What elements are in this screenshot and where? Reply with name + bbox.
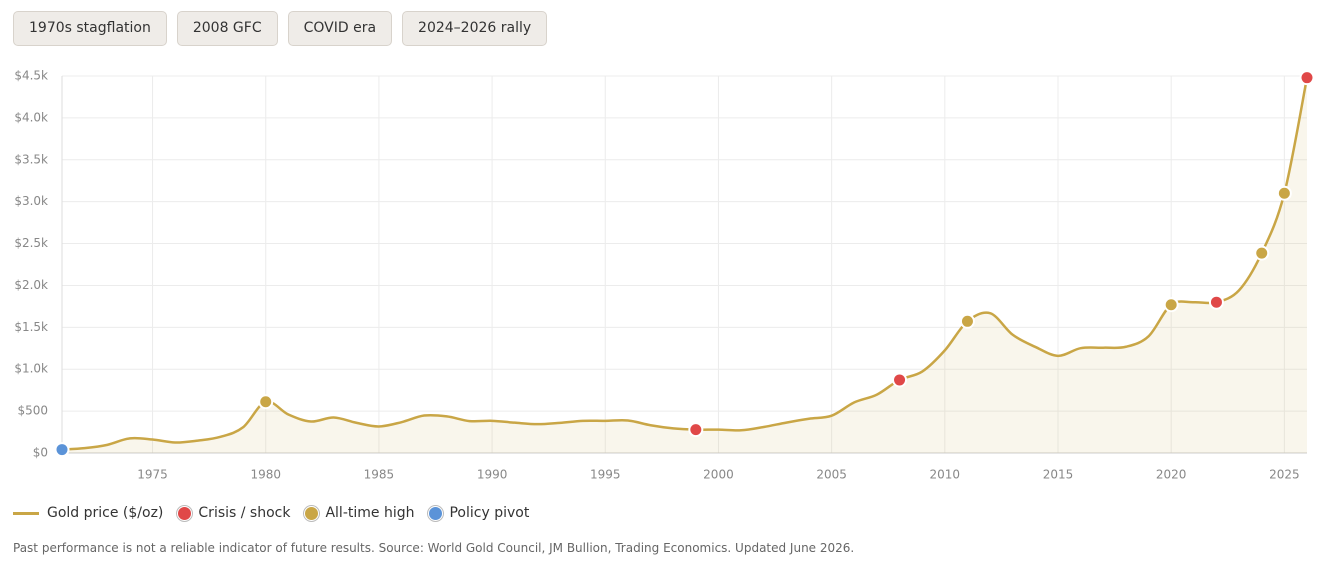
x-tick-label: 2010: [930, 468, 961, 482]
filter-chip[interactable]: COVID era: [287, 11, 393, 46]
y-tick-label: $3.5k: [14, 152, 48, 166]
area: [62, 77, 1307, 454]
legend-label: Crisis / shock: [198, 505, 291, 521]
x-tick-label: 1995: [590, 468, 621, 482]
event-marker: [54, 442, 70, 458]
event-marker: [1163, 297, 1179, 313]
legend-swatch: [13, 511, 39, 515]
y-tick-label: $2.0k: [14, 278, 48, 292]
x-tick-label: 1980: [250, 468, 281, 482]
x-tick-label: 1975: [137, 468, 168, 482]
legend-swatch: [428, 505, 444, 521]
x-tick-label: 1985: [364, 468, 395, 482]
y-tick-label: $3.0k: [14, 194, 48, 208]
y-tick-label: $1.0k: [14, 362, 48, 376]
x-tick-label: 2020: [1156, 468, 1187, 482]
event-marker: [1254, 245, 1270, 261]
y-tick-label: $1.5k: [14, 320, 48, 334]
event-marker: [258, 394, 274, 410]
event-marker: [959, 313, 975, 329]
event-marker: [1208, 294, 1224, 310]
x-tick-label: 1990: [477, 468, 508, 482]
y-tick-label: $4.5k: [14, 69, 48, 83]
legend: Gold price ($/oz) Crisis / shock All-time …: [13, 505, 543, 521]
y-tick-label: $2.5k: [14, 236, 48, 250]
event-marker: [688, 422, 704, 438]
x-tick-label: 2015: [1043, 468, 1074, 482]
filter-chip[interactable]: 1970s stagflation: [13, 11, 167, 46]
event-marker: [1299, 70, 1315, 86]
y-tick-label: $500: [17, 404, 48, 418]
x-tick-label: 2025: [1269, 468, 1300, 482]
legend-label: Policy pivot: [449, 505, 530, 521]
legend-item: Crisis / shock: [177, 505, 290, 521]
legend-swatch: [304, 505, 320, 521]
chip-bar: 1970s stagflation 2008 GFC COVID era 2024–2…: [13, 11, 548, 46]
event-marker: [892, 372, 908, 388]
event-marker: [1276, 185, 1292, 201]
legend-label: All-time high: [325, 505, 415, 521]
legend-item: Policy pivot: [428, 505, 529, 521]
y-tick-label: $4.0k: [14, 110, 48, 124]
footnote: Past performance is not a reliable indic…: [13, 541, 855, 555]
y-tick-label: $0: [33, 446, 48, 460]
legend-label: Gold price ($/oz): [47, 505, 164, 521]
legend-swatch: [177, 505, 193, 521]
legend-item: All-time high: [304, 505, 414, 521]
legend-item: Gold price ($/oz): [13, 505, 163, 521]
x-tick-label: 2000: [703, 468, 734, 482]
chart: $0 $500 $1.0k $1.5k $2.0k $2.5k $3.0k $3.5k $4.0…: [14, 69, 1315, 482]
filter-chip[interactable]: 2024–2026 rally: [402, 11, 548, 46]
x-tick-label: 2005: [816, 468, 847, 482]
filter-chip[interactable]: 2008 GFC: [176, 11, 278, 46]
